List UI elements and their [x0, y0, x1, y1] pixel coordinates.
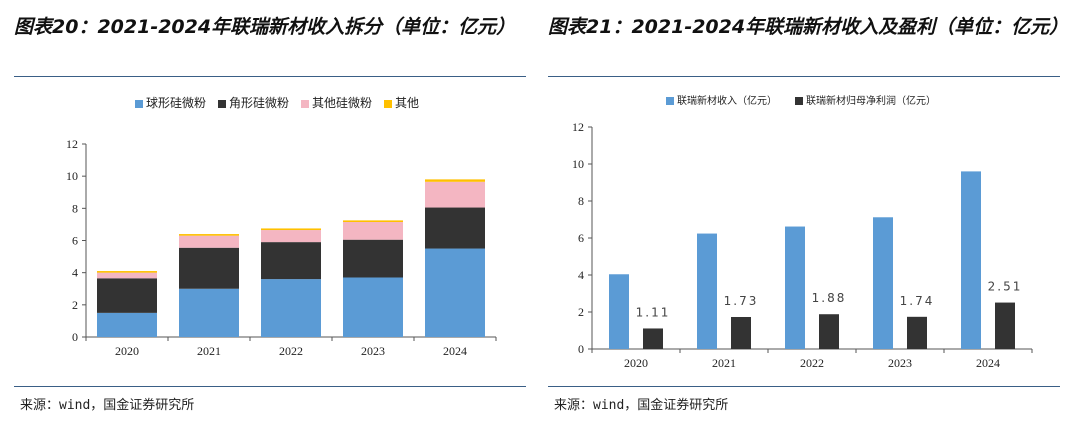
- legend-swatch: [135, 100, 143, 108]
- legend-label: 其他: [395, 96, 419, 110]
- legend-swatch: [795, 97, 803, 105]
- data-label: 1.74: [900, 294, 935, 308]
- stacked-bar-chart: 球形硅微粉 角形硅微粉 其他硅微粉 其他 0 2 4 6 8 10 12 2020 2021 2022 20…: [66, 96, 497, 358]
- data-label: 1.88: [812, 291, 847, 305]
- bar-segment: [97, 271, 157, 273]
- y-tick-label: 12: [572, 120, 584, 134]
- bar-segment: [425, 248, 485, 337]
- x-tick-label: 2024: [443, 344, 467, 358]
- bar: [697, 233, 717, 349]
- y-tick-label: 0: [72, 330, 78, 344]
- x-tick-label: 2023: [361, 344, 385, 358]
- bar-segment: [261, 230, 321, 243]
- y-tick-label: 10: [572, 157, 584, 171]
- y-tick-label: 4: [578, 268, 584, 282]
- legend-label: 球形硅微粉: [146, 96, 206, 110]
- legend-label: 其他硅微粉: [312, 96, 372, 110]
- bar: [731, 316, 751, 349]
- y-tick-label: 0: [578, 342, 584, 356]
- y-tick-label: 10: [66, 169, 78, 183]
- y-tick-label: 8: [578, 194, 584, 208]
- bar-segment: [261, 279, 321, 337]
- y-tick-label: 4: [72, 266, 78, 280]
- legend-label: 联瑞新材收入（亿元）: [677, 94, 777, 107]
- bar: [907, 316, 927, 349]
- x-tick-label: 2021: [712, 356, 736, 370]
- y-tick-label: 8: [72, 201, 78, 215]
- y-tick-label: 2: [72, 298, 78, 312]
- bar-segment: [425, 207, 485, 249]
- source-note: 来源：wind，国金证券研究所: [20, 398, 195, 413]
- bar-segment: [343, 277, 403, 337]
- x-tick-label: 2023: [888, 356, 912, 370]
- x-tick-label: 2021: [197, 344, 221, 358]
- bar-segment: [261, 228, 321, 231]
- x-tick-label: 2024: [976, 356, 1000, 370]
- bar-segment: [179, 234, 239, 236]
- top-divider: [14, 76, 526, 77]
- chart-panel-revenue-breakdown: 图表20：2021-2024年联瑞新材收入拆分（单位：亿元） 球形硅微粉 角形硅微…: [14, 0, 539, 422]
- legend-swatch: [301, 100, 309, 108]
- y-tick-label: 6: [578, 231, 584, 245]
- bar-segment: [97, 272, 157, 279]
- chart-title: 图表20：2021-2024年联瑞新材收入拆分（单位：亿元）: [14, 16, 516, 38]
- data-label: 1.73: [724, 294, 759, 308]
- bar-segment: [343, 222, 403, 240]
- bar-segment: [97, 312, 157, 337]
- source-note: 来源：wind，国金证券研究所: [554, 398, 729, 413]
- bar-segment: [179, 235, 239, 248]
- chart-title: 图表21：2021-2024年联瑞新材收入及盈利（单位：亿元）: [548, 16, 1069, 38]
- y-tick-label: 6: [72, 234, 78, 248]
- bar: [995, 302, 1015, 349]
- bar: [609, 274, 629, 349]
- x-tick-label: 2020: [624, 356, 648, 370]
- chart-panel-revenue-profit: 图表21：2021-2024年联瑞新材收入及盈利（单位：亿元） 联瑞新材收入（亿…: [548, 0, 1073, 422]
- legend-swatch: [384, 100, 392, 108]
- legend-label: 联瑞新材归母净利润（亿元）: [806, 94, 936, 107]
- data-label: 2.51: [988, 280, 1023, 294]
- x-tick-label: 2022: [279, 344, 303, 358]
- bar-segment: [179, 288, 239, 337]
- bar: [819, 314, 839, 349]
- bottom-divider: [548, 386, 1060, 387]
- legend-label: 角形硅微粉: [229, 96, 289, 110]
- bar-segment: [97, 278, 157, 313]
- top-divider: [548, 76, 1060, 77]
- grouped-bar-chart: 联瑞新材收入（亿元） 联瑞新材归母净利润（亿元） 0 2 4 6 8 10 12 2020 2021…: [572, 94, 1033, 370]
- bar-segment: [179, 247, 239, 289]
- x-tick-label: 2020: [115, 344, 139, 358]
- bar-segment: [343, 239, 403, 278]
- bar: [961, 171, 981, 349]
- bar-segment: [425, 179, 485, 182]
- data-label: 1.11: [636, 305, 671, 319]
- y-tick-label: 12: [66, 137, 78, 151]
- bar: [873, 217, 893, 349]
- legend-swatch: [218, 100, 226, 108]
- bar: [785, 226, 805, 349]
- bar-segment: [261, 242, 321, 280]
- bar-segment: [425, 181, 485, 208]
- bar-segment: [343, 220, 403, 223]
- bottom-divider: [14, 386, 526, 387]
- y-tick-label: 2: [578, 305, 584, 319]
- legend-swatch: [666, 97, 674, 105]
- x-tick-label: 2022: [800, 356, 824, 370]
- bar: [643, 328, 663, 349]
